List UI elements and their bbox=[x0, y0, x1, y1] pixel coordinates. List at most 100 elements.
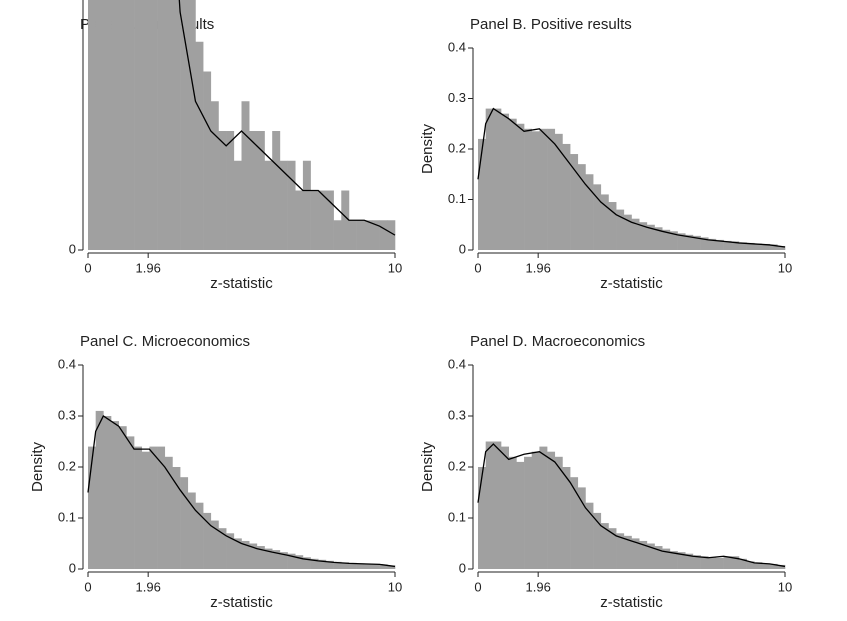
y-tick-label: 0.2 bbox=[58, 458, 76, 473]
histogram-bar bbox=[738, 242, 747, 250]
histogram-bar bbox=[731, 556, 740, 569]
histogram-bar bbox=[249, 131, 258, 250]
y-tick-label: 0 bbox=[69, 241, 76, 256]
histogram-bar bbox=[754, 243, 763, 250]
x-axis-label: z-statistic bbox=[210, 594, 273, 611]
histogram-bar bbox=[531, 131, 540, 250]
histogram-bar bbox=[356, 220, 365, 250]
histogram-bar bbox=[577, 164, 586, 250]
histogram-bar bbox=[149, 446, 158, 569]
y-tick-label: 0 bbox=[459, 241, 466, 256]
histogram-bar bbox=[685, 553, 694, 569]
histogram-bar bbox=[493, 108, 502, 250]
x-tick-label: 0 bbox=[474, 260, 481, 275]
histogram-bar bbox=[562, 143, 571, 250]
histogram-bar bbox=[226, 131, 235, 250]
histogram-bar bbox=[233, 160, 242, 250]
histogram-bar bbox=[302, 160, 311, 250]
y-tick-label: 0.4 bbox=[58, 356, 76, 371]
histogram-bar bbox=[134, 446, 143, 569]
histogram-bar bbox=[195, 502, 204, 569]
histogram-bar bbox=[287, 160, 296, 250]
histogram-bar bbox=[554, 456, 563, 569]
histogram-bar bbox=[203, 512, 212, 569]
y-tick-label: 0.4 bbox=[448, 39, 466, 54]
histogram-bar bbox=[623, 535, 632, 569]
histogram-bar bbox=[600, 194, 609, 250]
histogram-bar bbox=[761, 243, 770, 250]
histogram-bar bbox=[318, 190, 327, 250]
panel-title: Panel B. Positive results bbox=[470, 16, 632, 33]
histogram-bar bbox=[279, 160, 288, 250]
y-tick-label: 0.3 bbox=[448, 90, 466, 105]
histogram-bar bbox=[88, 0, 96, 250]
histogram-bar bbox=[310, 190, 319, 250]
histogram-bar bbox=[708, 557, 717, 569]
histogram-bar bbox=[272, 131, 281, 250]
density-line bbox=[178, 0, 396, 236]
x-axis-label: z-statistic bbox=[210, 275, 273, 292]
histogram-bar bbox=[585, 502, 594, 569]
histogram-bar bbox=[593, 512, 602, 569]
y-tick-label: 0.4 bbox=[448, 356, 466, 371]
histogram-bar bbox=[256, 131, 265, 250]
histogram-bar bbox=[187, 492, 196, 569]
histogram-bar bbox=[478, 467, 486, 569]
histogram-bar bbox=[325, 190, 334, 250]
histogram-bar bbox=[593, 184, 602, 250]
histogram-bar bbox=[256, 546, 265, 569]
histogram-bar bbox=[485, 108, 494, 250]
histogram-bar bbox=[692, 235, 701, 250]
histogram-bar bbox=[570, 154, 579, 250]
histogram-bar bbox=[141, 0, 150, 250]
y-axis-label: Density bbox=[419, 123, 436, 174]
histogram-bar bbox=[769, 244, 778, 250]
histogram-bar bbox=[172, 0, 181, 250]
histogram-bar bbox=[241, 101, 250, 250]
x-tick-label: 10 bbox=[778, 260, 792, 275]
histogram-bar bbox=[318, 559, 327, 569]
histogram-bar bbox=[485, 441, 494, 569]
histogram-bar bbox=[103, 0, 112, 250]
histogram-bar bbox=[341, 190, 350, 250]
histogram-bar bbox=[600, 523, 609, 569]
histogram-bar bbox=[387, 220, 396, 250]
histogram-bar bbox=[539, 446, 548, 569]
histogram-bar bbox=[646, 224, 655, 250]
y-tick-label: 0.2 bbox=[448, 458, 466, 473]
y-tick-label: 0.3 bbox=[58, 407, 76, 422]
histogram-bar bbox=[669, 231, 678, 250]
histogram-bar bbox=[264, 160, 273, 250]
histogram-bar bbox=[562, 467, 571, 569]
histogram-bar bbox=[103, 416, 112, 569]
histogram-bar bbox=[364, 220, 373, 250]
histogram-bar bbox=[639, 222, 648, 250]
histogram-bar bbox=[233, 538, 242, 569]
x-tick-label: 1.96 bbox=[136, 579, 161, 594]
histogram-bar bbox=[531, 451, 540, 569]
histogram-bar bbox=[746, 561, 755, 569]
histogram-bar bbox=[241, 540, 250, 569]
histogram-bar bbox=[508, 456, 517, 569]
x-tick-label: 10 bbox=[388, 579, 402, 594]
density-line bbox=[477, 107, 786, 248]
histogram-bar bbox=[662, 229, 671, 250]
histogram-bar bbox=[180, 0, 189, 250]
y-tick-label: 0.1 bbox=[448, 191, 466, 206]
histogram-bar bbox=[249, 543, 258, 569]
histogram-bar bbox=[577, 487, 586, 569]
histogram-bar bbox=[195, 41, 204, 250]
histogram-bar bbox=[387, 565, 396, 569]
histogram-bar bbox=[761, 563, 770, 569]
histogram-bar bbox=[348, 220, 357, 250]
histogram-bar bbox=[715, 557, 724, 569]
histogram-bar bbox=[723, 240, 732, 250]
histogram-bar bbox=[95, 410, 104, 569]
histogram-bar bbox=[677, 233, 686, 250]
histogram-bar bbox=[516, 461, 525, 569]
histogram-bar bbox=[157, 446, 166, 569]
x-tick-label: 0 bbox=[474, 579, 481, 594]
histogram-bar bbox=[547, 451, 556, 569]
y-tick-label: 0.1 bbox=[448, 509, 466, 524]
